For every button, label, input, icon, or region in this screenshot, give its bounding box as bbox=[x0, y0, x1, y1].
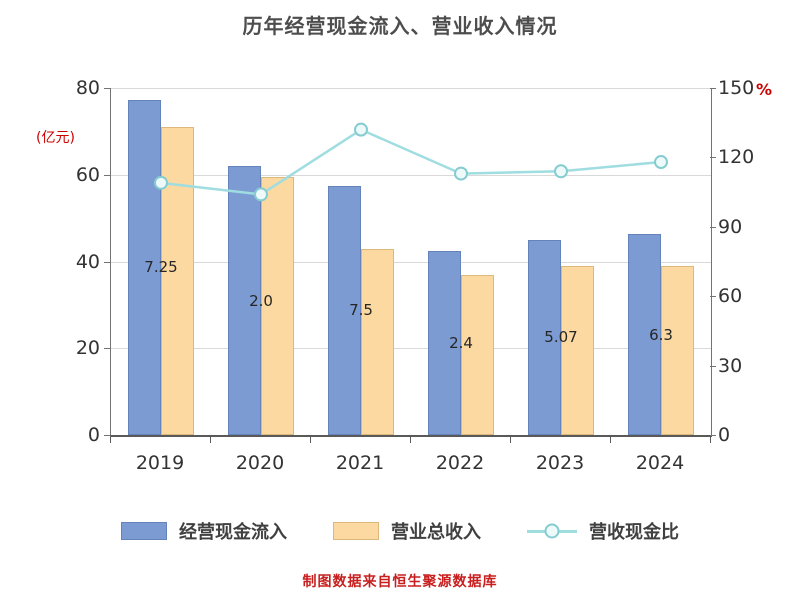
legend-line-swatch bbox=[527, 523, 577, 539]
bar-cash-inflow bbox=[328, 185, 361, 435]
legend-label: 营收现金比 bbox=[589, 522, 679, 543]
line-marker bbox=[454, 166, 468, 181]
right-axis-tick-label: 90 bbox=[718, 215, 743, 238]
left-axis-tick-label: 0 bbox=[87, 424, 100, 446]
bar-total-revenue bbox=[261, 176, 294, 435]
bar-value-label: 2.4 bbox=[449, 334, 473, 353]
gridline bbox=[111, 261, 711, 263]
line-marker bbox=[554, 164, 568, 179]
bar-group: 5.07 bbox=[511, 88, 611, 435]
line-marker bbox=[354, 122, 368, 137]
x-axis-label: 2023 bbox=[535, 452, 585, 474]
bar-cash-inflow bbox=[528, 239, 561, 435]
right-axis-tick-label: 0 bbox=[718, 424, 731, 446]
left-axis-tick-label: 60 bbox=[75, 163, 100, 186]
line-marker bbox=[154, 175, 168, 190]
x-axis-tickmark bbox=[610, 437, 611, 443]
bar-group: 7.25 bbox=[111, 88, 211, 435]
right-axis-tickmark bbox=[710, 157, 716, 159]
gridline bbox=[111, 88, 711, 89]
ratio-line-series bbox=[154, 122, 668, 202]
right-axis-tickmark bbox=[710, 88, 716, 89]
bar-total-revenue bbox=[561, 265, 594, 435]
right-axis-tickmark bbox=[710, 435, 716, 436]
bar-cash-inflow bbox=[228, 166, 261, 435]
left-axis-tickmark bbox=[104, 348, 110, 350]
line-marker bbox=[654, 155, 668, 170]
right-axis-tickmark bbox=[710, 226, 716, 228]
right-axis-tick-label: 30 bbox=[718, 354, 743, 377]
bar-value-label: 7.25 bbox=[144, 258, 178, 277]
gridline bbox=[111, 348, 711, 350]
x-axis-tickmark bbox=[710, 437, 711, 443]
bar-total-revenue bbox=[661, 265, 694, 435]
x-axis-label: 2019 bbox=[135, 452, 185, 474]
legend-swatch bbox=[121, 522, 167, 540]
x-axis-label: 2021 bbox=[335, 452, 385, 474]
x-axis-label: 2020 bbox=[235, 452, 285, 474]
bar-cash-inflow bbox=[428, 251, 461, 435]
legend-item-total-revenue: 营业总收入 bbox=[333, 518, 481, 544]
footer-caption: 制图数据来自恒生聚源数据库 bbox=[302, 574, 498, 590]
legend: 经营现金流入 营业总收入 营收现金比 bbox=[0, 518, 800, 544]
bar-cash-inflow bbox=[628, 234, 661, 435]
bar-total-revenue bbox=[461, 274, 494, 435]
x-axis-tickmark bbox=[210, 437, 211, 443]
right-axis-tick-label: 60 bbox=[718, 285, 743, 308]
right-axis-tickmark bbox=[710, 296, 716, 298]
x-axis-tickmark bbox=[310, 437, 311, 443]
x-axis-label: 2024 bbox=[635, 452, 685, 474]
right-axis-tickmark bbox=[710, 365, 716, 367]
bar-value-label: 2.0 bbox=[249, 291, 273, 310]
gridline bbox=[111, 174, 711, 176]
x-axis-label: 2022 bbox=[435, 452, 485, 474]
bar-value-label: 5.07 bbox=[544, 328, 578, 347]
x-axis-tickmark bbox=[410, 437, 411, 443]
legend-marker-dot bbox=[544, 523, 560, 539]
legend-label: 营业总收入 bbox=[391, 522, 481, 543]
right-axis-tick-label: 120 bbox=[718, 146, 755, 169]
legend-label: 经营现金流入 bbox=[179, 522, 287, 543]
right-axis-tick-label: 150 bbox=[718, 77, 755, 99]
bar-group: 2.4 bbox=[411, 88, 511, 435]
bar-cash-inflow bbox=[128, 99, 161, 435]
plot-area: 7.25 2.0 7.5 2.4 5.07 6.3 bbox=[110, 88, 712, 437]
bar-value-label: 6.3 bbox=[649, 325, 673, 344]
left-axis-tickmark bbox=[104, 88, 110, 89]
left-axis-tick-label: 20 bbox=[75, 337, 100, 360]
legend-item-cash-ratio: 营收现金比 bbox=[527, 518, 679, 544]
bar-value-label: 7.5 bbox=[349, 301, 373, 320]
bar-total-revenue bbox=[161, 127, 194, 435]
bar-group: 2.0 bbox=[211, 88, 311, 435]
legend-swatch bbox=[333, 522, 379, 540]
line-marker bbox=[254, 187, 268, 202]
right-axis-unit: % bbox=[756, 80, 773, 99]
left-axis-tick-label: 80 bbox=[75, 77, 100, 99]
left-axis-tickmark bbox=[104, 261, 110, 263]
left-axis-tickmark bbox=[104, 435, 110, 436]
left-axis-tickmark bbox=[104, 174, 110, 176]
x-axis-tickmark bbox=[510, 437, 511, 443]
chart-title: 历年经营现金流入、营业收入情况 bbox=[242, 14, 558, 38]
bar-group: 6.3 bbox=[611, 88, 711, 435]
x-axis-tickmark bbox=[110, 437, 111, 443]
legend-item-cash-inflow: 经营现金流入 bbox=[121, 518, 287, 544]
left-axis-tick-label: 40 bbox=[75, 250, 100, 273]
bar-total-revenue bbox=[361, 248, 394, 435]
left-axis-unit: (亿元) bbox=[36, 130, 75, 146]
bar-group: 7.5 bbox=[311, 88, 411, 435]
